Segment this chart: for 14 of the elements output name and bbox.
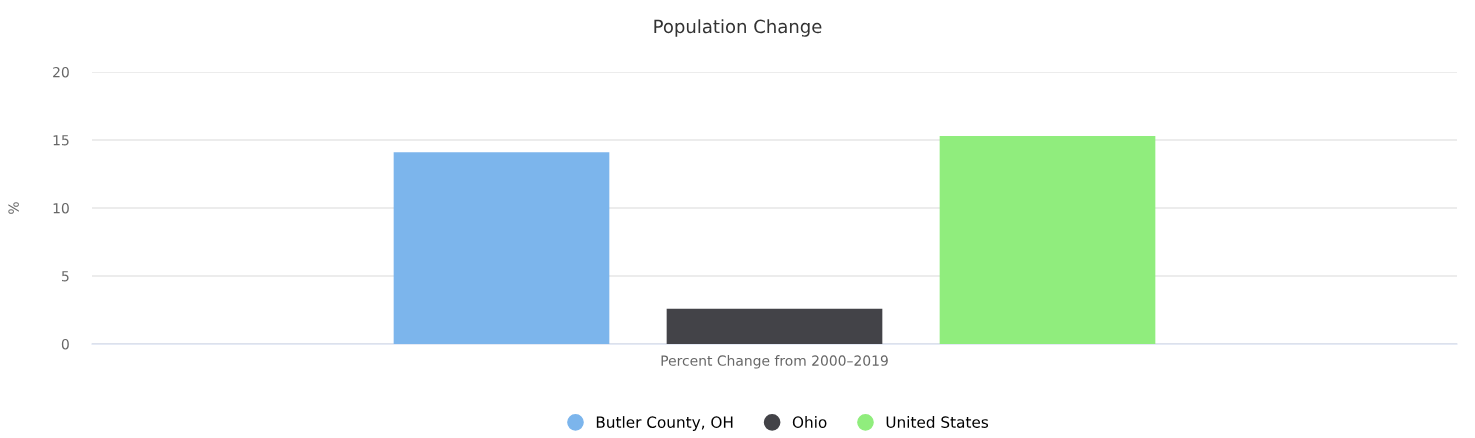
y-tick-label: 20 bbox=[53, 66, 69, 78]
legend-label: Ohio bbox=[792, 416, 827, 428]
bar bbox=[393, 152, 610, 344]
bar bbox=[939, 135, 1156, 344]
y-tick-label: 10 bbox=[53, 202, 69, 214]
y-axis-title: % bbox=[8, 202, 19, 214]
legend-label: Butler County, OH bbox=[596, 416, 733, 431]
bar bbox=[666, 308, 883, 344]
legend-label: United States bbox=[886, 416, 989, 428]
chart-title: Population Change bbox=[654, 19, 822, 37]
x-tick-label: Percent Change from 2000–2019 bbox=[661, 355, 888, 369]
y-tick-label: 5 bbox=[62, 271, 69, 282]
y-tick-label: 15 bbox=[53, 135, 69, 146]
y-tick-label: 0 bbox=[61, 338, 69, 350]
